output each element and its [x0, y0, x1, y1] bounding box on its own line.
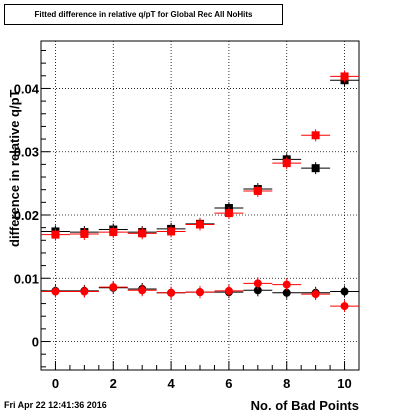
data-point	[311, 164, 320, 173]
y-axis-label: difference in relative q/pT	[7, 89, 22, 247]
data-point	[167, 227, 176, 236]
data-point	[253, 186, 262, 195]
data-point	[340, 287, 349, 296]
data-point	[138, 229, 147, 238]
y-tick-label: 0.01	[14, 271, 39, 286]
y-tick-label: 0.02	[14, 208, 39, 223]
data-point	[224, 286, 233, 295]
chart-title: Fitted difference in relative q/pT for G…	[4, 4, 283, 25]
data-marks	[41, 70, 359, 313]
data-point	[167, 288, 176, 297]
data-point	[340, 302, 349, 311]
series-0	[41, 74, 359, 239]
series-1	[41, 70, 359, 241]
x-tick-label: 6	[225, 376, 232, 391]
x-tick-label: 8	[283, 376, 290, 391]
y-tick-label: 0.03	[14, 145, 39, 160]
axis-ticks	[41, 49, 346, 370]
series-3	[41, 277, 359, 313]
data-point	[109, 283, 118, 292]
data-point	[340, 72, 349, 81]
tick-labels: 0 2 4 6 8 10 0 0.01 0.02 0.03 0.04	[14, 81, 352, 391]
x-tick-label: 2	[110, 376, 117, 391]
x-tick-label: 0	[52, 376, 59, 391]
data-point	[282, 288, 291, 297]
data-point	[80, 229, 89, 238]
y-tick-label: 0	[32, 335, 39, 350]
data-point	[51, 230, 60, 239]
data-point	[196, 288, 204, 297]
data-point	[253, 286, 262, 295]
data-point	[80, 287, 89, 296]
data-point	[138, 286, 147, 295]
data-point	[109, 228, 118, 237]
x-tick-label: 10	[337, 376, 351, 391]
data-point	[224, 209, 233, 218]
data-point	[311, 290, 320, 299]
data-point	[282, 159, 291, 168]
data-point	[253, 279, 262, 288]
grid-lines	[41, 41, 359, 370]
plot-frame	[40, 40, 360, 371]
y-tick-label: 0.04	[14, 81, 40, 96]
data-point	[196, 220, 204, 229]
timestamp: Fri Apr 22 12:41:36 2016	[4, 400, 107, 410]
x-tick-label: 4	[167, 376, 175, 391]
data-point	[311, 131, 320, 140]
data-point	[282, 280, 291, 289]
x-axis-label: No. of Bad Points	[251, 398, 359, 413]
data-point	[51, 287, 60, 296]
